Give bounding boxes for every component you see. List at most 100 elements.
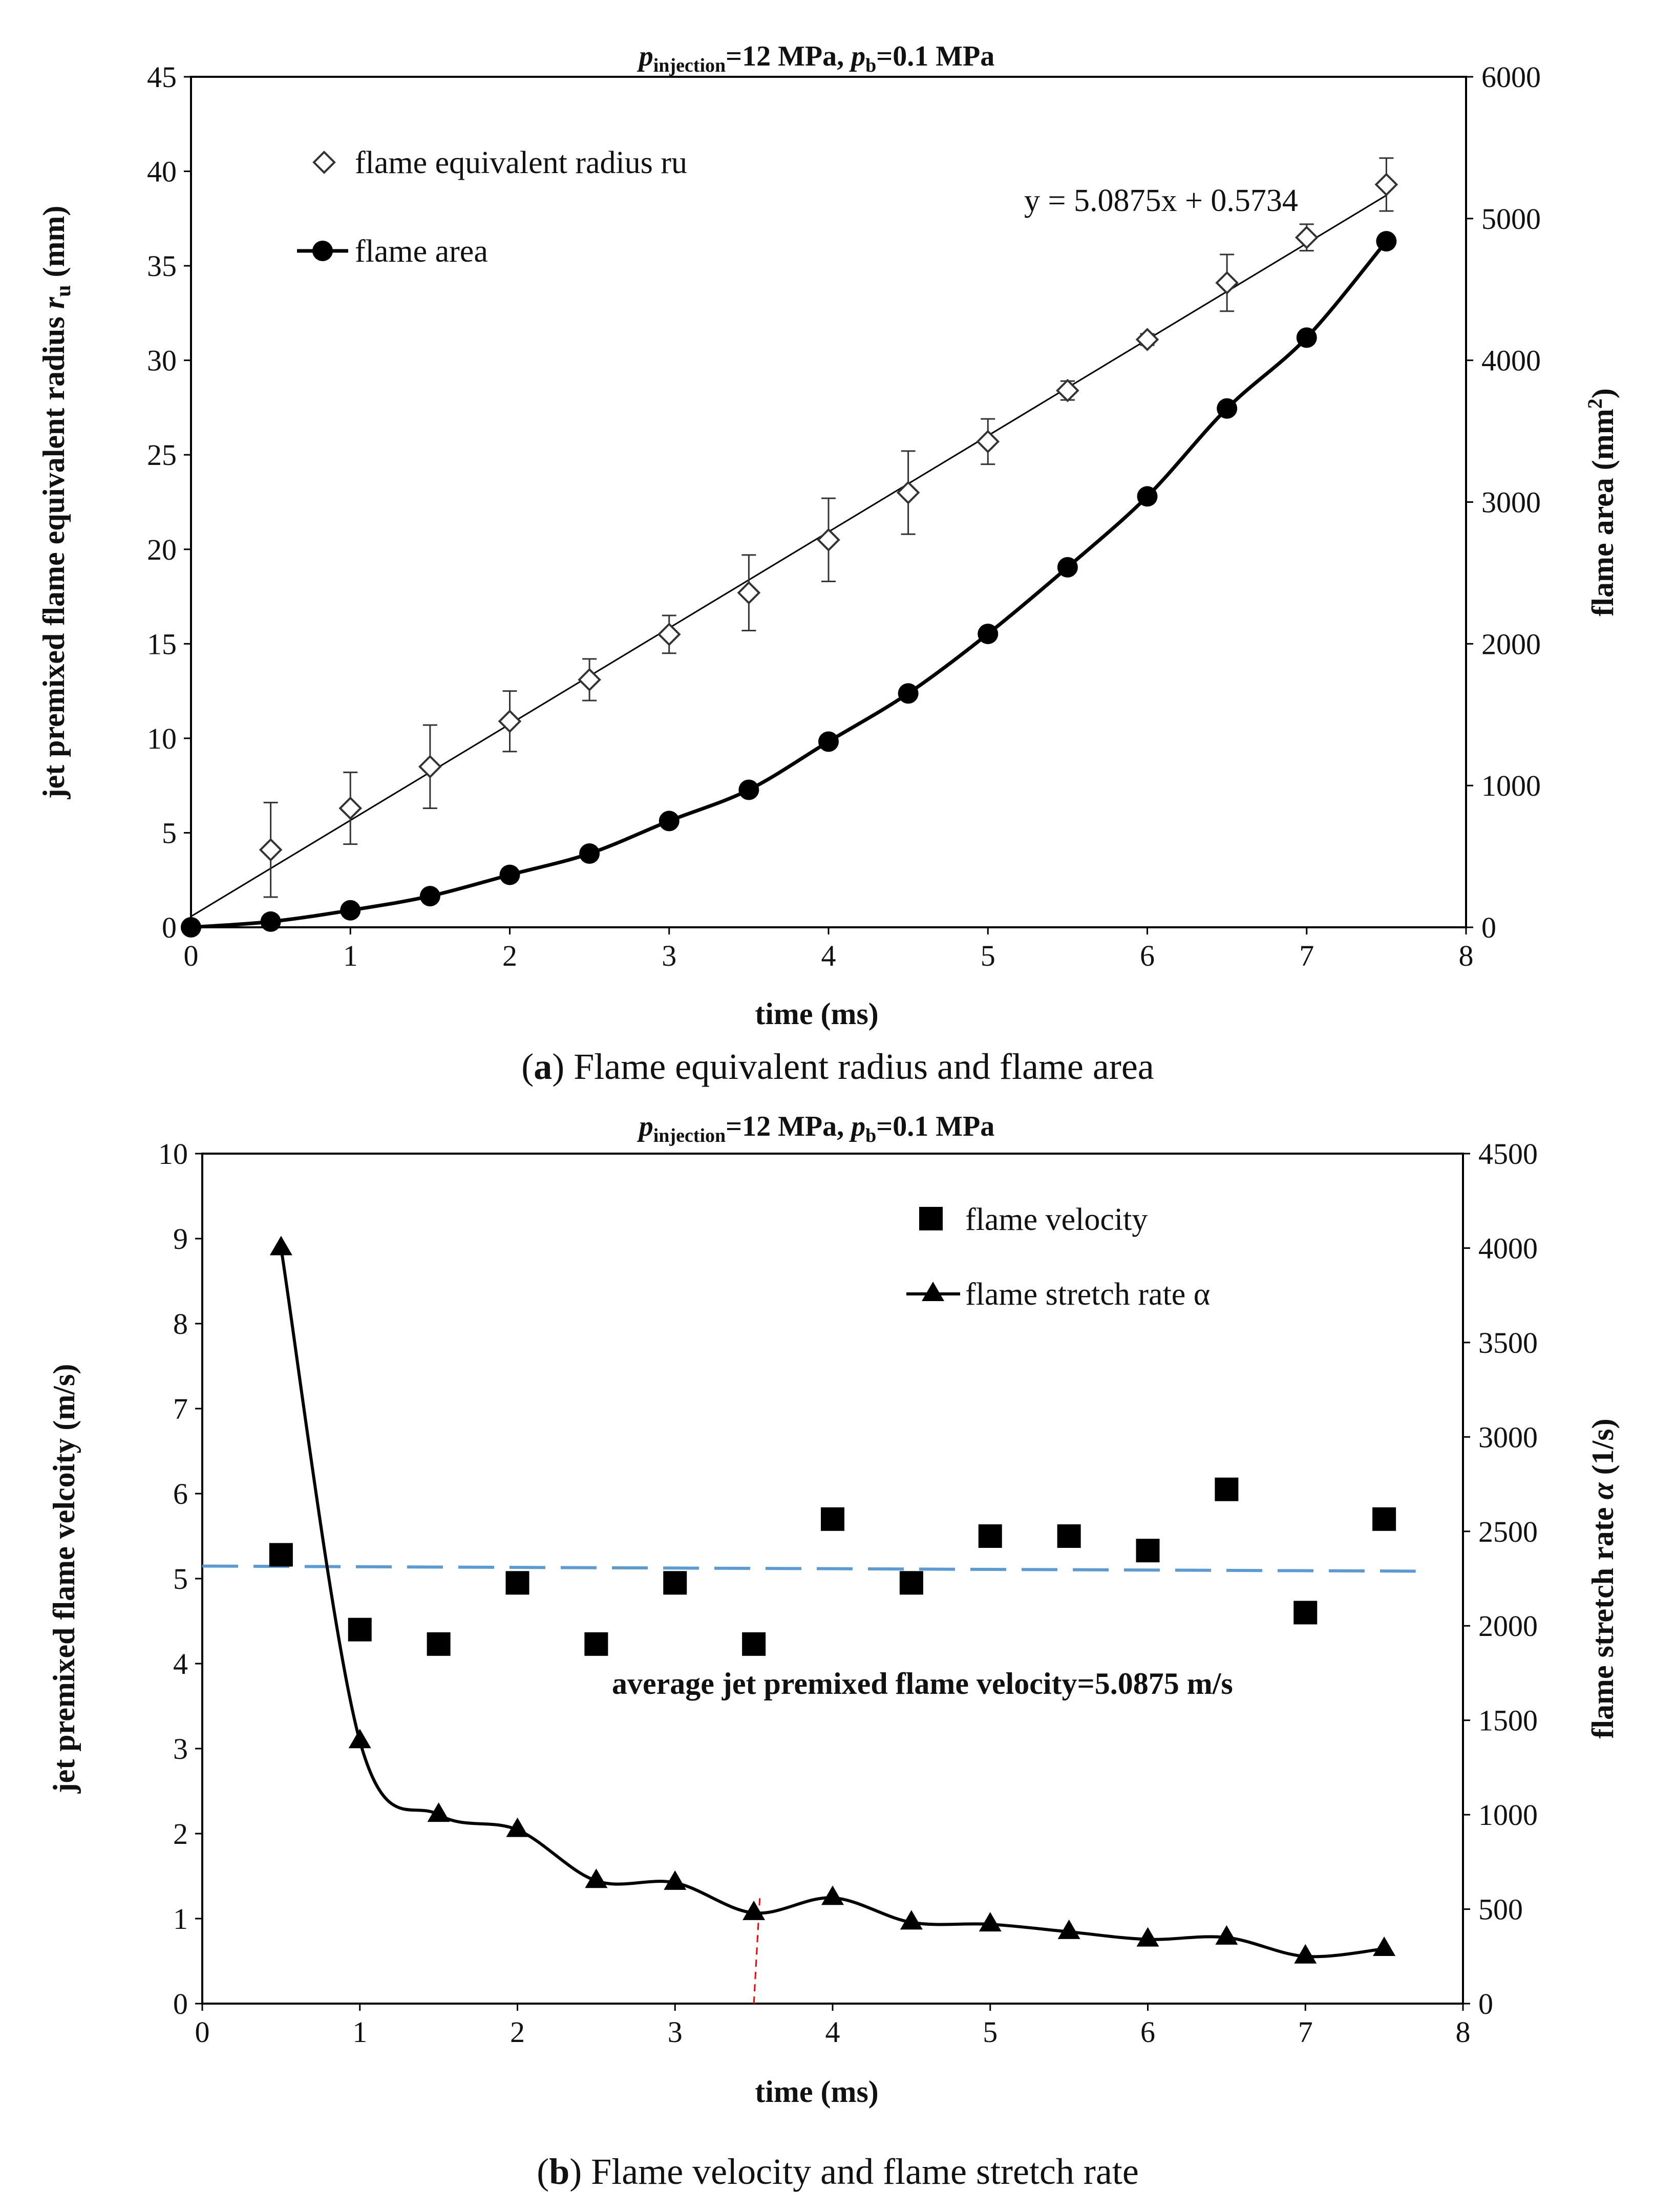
- panel-a-y-left-tick-label: 20: [147, 533, 177, 566]
- panel-b-y-left-tick-label: 9: [173, 1222, 188, 1256]
- panel-b-y-axis-right-label: flame stretch rate α (1/s): [1586, 1418, 1620, 1738]
- flame-area-point: [340, 900, 361, 921]
- trendline: [190, 195, 1387, 918]
- panel-b-y-right-tick-label: 1500: [1478, 1704, 1538, 1737]
- legend-triangle-marker-icon: [922, 1282, 944, 1301]
- panel-b-x-tick-label: 7: [1298, 2015, 1313, 2049]
- legend-circle-marker-icon: [312, 241, 333, 261]
- radius-point: [657, 623, 681, 646]
- panel-b-y-axis-left: 0 1 2 3 4 5 6 7 8 9 10: [158, 1137, 202, 2020]
- panel-b-y-right-tick-label: 500: [1478, 1893, 1523, 1926]
- panel-b-average-annotation: average jet premixed flame velocity=5.08…: [612, 1667, 1233, 1700]
- panel-b-velocity-series: [269, 1477, 1396, 1656]
- panel-a-y-right-tick-label: 4000: [1481, 344, 1541, 377]
- velocity-point: [821, 1507, 844, 1531]
- panel-b-x-axis-label: time (ms): [755, 2075, 879, 2109]
- stretch-rate-point: [664, 1870, 687, 1890]
- stretch-rate-point: [742, 1900, 766, 1920]
- panel-a-y-axis-left: 0 5 10 15 20 25 30 35 40 45: [147, 60, 191, 944]
- panel-b-y-left-tick-label: 3: [173, 1732, 188, 1766]
- panel-a-y-axis-right: 0 1000 2000 3000 4000 5000 6000: [1466, 60, 1541, 944]
- panel-b-y-right-tick-label: 0: [1478, 1987, 1493, 2020]
- panel-a-y-right-tick-label: 1000: [1481, 769, 1541, 802]
- legend-diamond-marker-icon: [312, 151, 336, 174]
- panel-a-title: pinjection=12 MPa, pb=0.1 MPa: [637, 40, 995, 76]
- legend-square-marker-icon: [919, 1207, 943, 1230]
- panel-a-x-tick-label: 5: [981, 939, 995, 972]
- panel-a-y-left-tick-label: 40: [147, 155, 177, 188]
- panel-a-x-tick-label: 0: [184, 939, 199, 972]
- flame-area-line: [190, 240, 1388, 929]
- flame-area-point: [260, 911, 281, 932]
- velocity-point: [1372, 1507, 1396, 1531]
- panel-b-y-left-tick-label: 1: [173, 1902, 188, 1936]
- panel-b-x-tick-label: 2: [510, 2015, 525, 2049]
- flame-area-point: [1376, 231, 1397, 252]
- flame-area-point: [1137, 486, 1158, 507]
- panel-b-y-right-tick-label: 4500: [1478, 1137, 1538, 1171]
- flame-area-point: [1296, 327, 1317, 348]
- panel-a-y-right-tick-label: 3000: [1481, 486, 1541, 519]
- panel-a-x-tick-label: 2: [502, 939, 517, 972]
- stretch-rate-line: [279, 1247, 1385, 1959]
- stretch-rate-point: [1294, 1944, 1317, 1964]
- flame-area-point: [738, 779, 759, 800]
- velocity-point: [742, 1632, 766, 1656]
- panel-b-y-right-tick-label: 2000: [1478, 1609, 1538, 1643]
- radius-point: [1215, 271, 1239, 295]
- panel-b-x-tick-label: 8: [1456, 2015, 1471, 2049]
- stretch-rate-point: [1057, 1919, 1080, 1939]
- flame-area-point: [898, 683, 919, 704]
- panel-a-y-left-tick-label: 45: [147, 60, 177, 94]
- panel-a-radius-series: [259, 157, 1398, 898]
- panel-b-x-tick-label: 4: [825, 2015, 840, 2049]
- radius-point: [1295, 225, 1319, 249]
- velocity-point: [505, 1571, 529, 1595]
- panel-b-y-right-tick-label: 1000: [1478, 1798, 1538, 1832]
- radius-point: [418, 755, 442, 779]
- panel-a-flame-area-series: [181, 231, 1397, 938]
- panel-b-x-tick-label: 1: [352, 2015, 367, 2049]
- panel-a-x-tick-label: 8: [1459, 939, 1474, 972]
- stretch-rate-point: [269, 1236, 292, 1256]
- panel-a-x-tick-label: 1: [343, 939, 358, 972]
- radius-point: [1056, 378, 1079, 402]
- radius-point: [976, 430, 1000, 454]
- stretch-rate-point: [821, 1885, 844, 1905]
- panel-b-stretch-series: [269, 1236, 1396, 1964]
- panel-b-title: pinjection=12 MPa, pb=0.1 MPa: [637, 1111, 995, 1146]
- flame-area-point: [659, 811, 680, 832]
- panel-b-legend-stretch: flame stretch rate α: [965, 1277, 1210, 1312]
- stretch-rate-point: [585, 1868, 608, 1888]
- panel-a-x-tick-label: 6: [1140, 939, 1155, 972]
- velocity-point: [427, 1632, 451, 1656]
- panel-a-x-tick-label: 3: [662, 939, 676, 972]
- panel-b-y-left-tick-label: 4: [173, 1647, 188, 1681]
- panel-a-caption: (a) Flame equivalent radius and flame ar…: [521, 1046, 1154, 1087]
- flame-area-point: [181, 917, 201, 938]
- panel-a-y-left-tick-label: 30: [147, 344, 177, 377]
- panel-b-y-left-tick-label: 8: [173, 1307, 188, 1341]
- panel-a-y-left-tick-label: 0: [162, 911, 177, 944]
- panel-a-x-tick-label: 7: [1299, 939, 1314, 972]
- radius-point: [896, 481, 920, 504]
- radius-point: [1135, 328, 1159, 351]
- panel-b-y-right-tick-label: 4000: [1478, 1231, 1538, 1265]
- panel-a-y-left-tick-label: 5: [162, 816, 177, 849]
- velocity-point: [1136, 1539, 1160, 1563]
- stretch-rate-point: [979, 1912, 1002, 1932]
- panel-b-legend-velocity: flame velocity: [965, 1202, 1148, 1237]
- velocity-point: [978, 1524, 1002, 1548]
- panel-a-y-right-tick-label: 0: [1481, 911, 1496, 944]
- panel-a-legend: flame equivalent radius ru flame area: [297, 145, 687, 269]
- stretch-rate-point: [348, 1729, 371, 1749]
- panel-b-y-left-tick-label: 10: [158, 1137, 188, 1171]
- panel-a-y-left-tick-label: 10: [147, 722, 177, 755]
- panel-a-y-right-tick-label: 2000: [1481, 627, 1541, 661]
- panel-a-y-axis-right-label: flame area (mm2): [1583, 388, 1620, 616]
- panel-a-y-right-tick-label: 6000: [1481, 60, 1541, 94]
- radius-point: [1374, 173, 1398, 197]
